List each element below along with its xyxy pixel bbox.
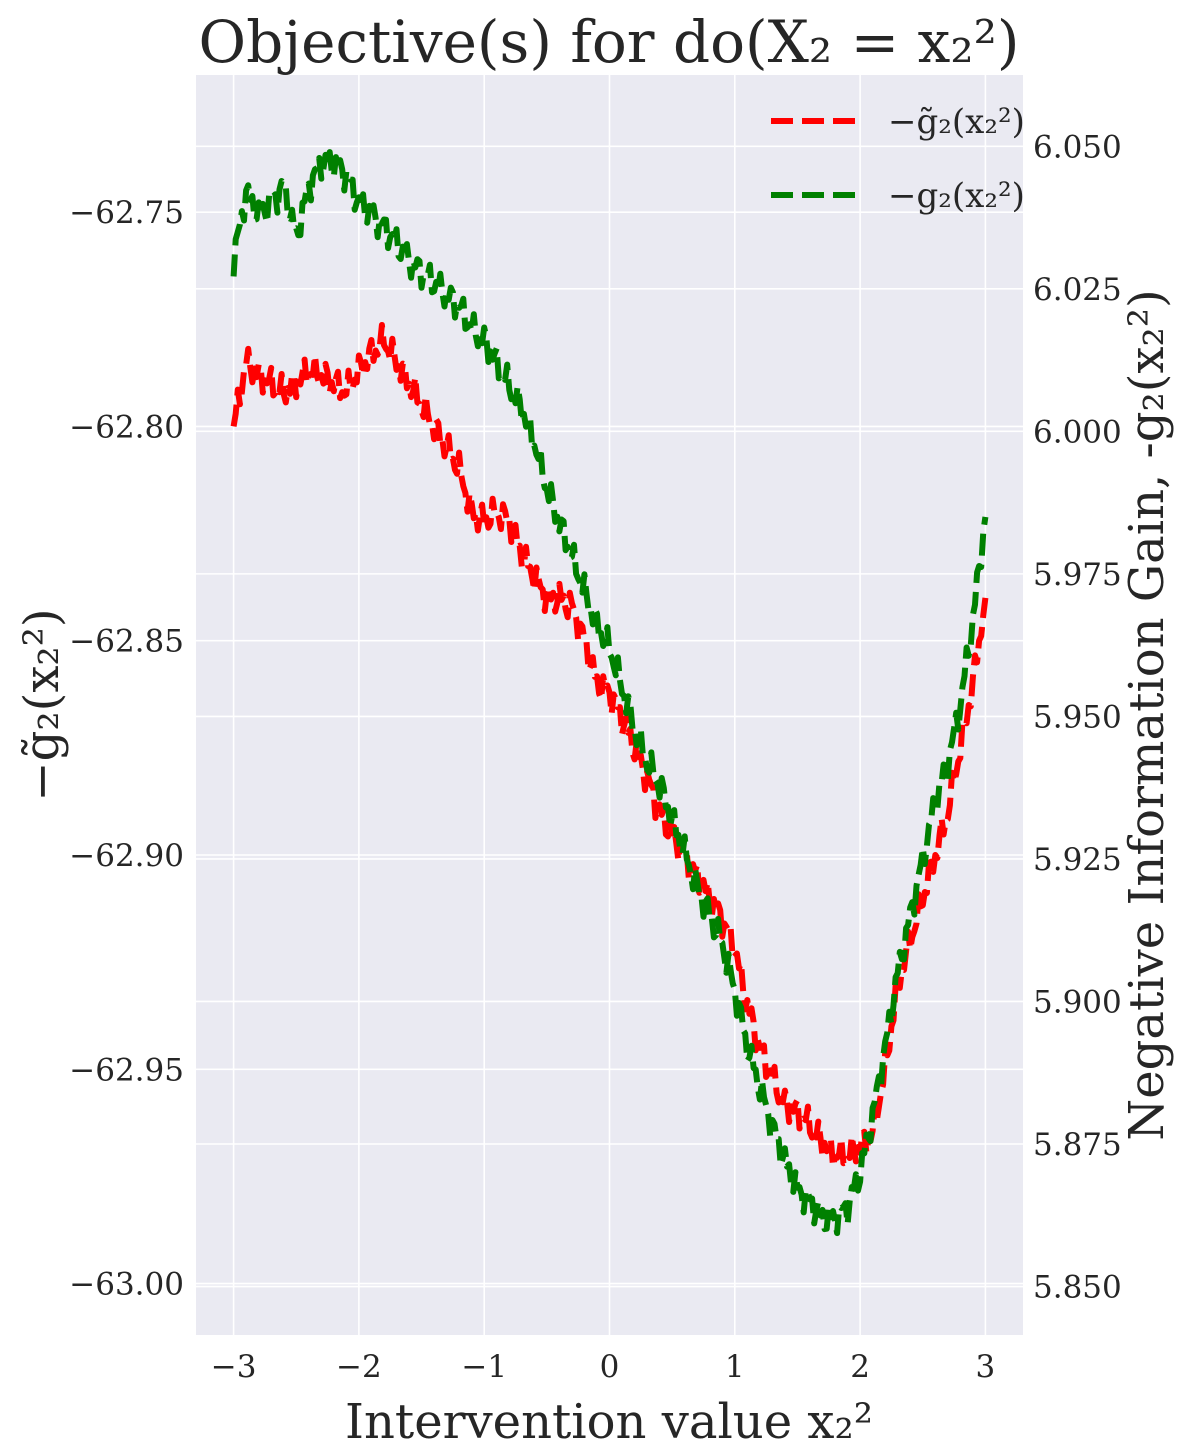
y-right-tick-label: 5.875 bbox=[1033, 1127, 1122, 1163]
y-left-tick-label: −62.95 bbox=[69, 1052, 184, 1088]
y-right-tick-label: 6.050 bbox=[1033, 129, 1122, 165]
y-right-tick-label: 6.025 bbox=[1033, 272, 1122, 308]
x-tick-label: −3 bbox=[211, 1349, 257, 1385]
chart-title: Objective(s) for do(X₂ = x₂²) bbox=[199, 8, 1020, 76]
x-axis-label: Intervention value x₂² bbox=[345, 1394, 873, 1450]
x-tick-label: 3 bbox=[976, 1349, 996, 1385]
tick-labels: −3 −2 −1 0 1 2 3 −62.75 −62.80 −62.85 −62.90 −62.95… bbox=[69, 129, 1121, 1385]
legend-label: −g₂(x₂²) bbox=[888, 176, 1025, 216]
y-left-tick-label: −63.00 bbox=[69, 1267, 184, 1303]
y-right-tick-label: 6.000 bbox=[1033, 414, 1122, 450]
series-layer bbox=[230, 149, 989, 1237]
y-right-tick-label: 5.975 bbox=[1033, 557, 1122, 593]
y-right-tick-label: 5.925 bbox=[1033, 842, 1122, 878]
x-tick-label: 0 bbox=[600, 1349, 620, 1385]
x-tick-label: 1 bbox=[725, 1349, 745, 1385]
y-left-tick-label: −62.90 bbox=[69, 838, 184, 874]
y-right-tick-label: 5.850 bbox=[1033, 1270, 1122, 1306]
legend-label: −g̃₂(x₂²) bbox=[888, 102, 1025, 142]
y-left-tick-label: −62.80 bbox=[69, 409, 184, 445]
y-right-tick-label: 5.950 bbox=[1033, 699, 1122, 735]
series-line-right bbox=[230, 149, 989, 1237]
x-tick-label: 2 bbox=[850, 1349, 870, 1385]
y-left-tick-label: −62.85 bbox=[69, 624, 184, 660]
y-axis-left-label: −g̃₂(x₂²) bbox=[14, 608, 70, 801]
legend: −g̃₂(x₂²) −g₂(x₂²) bbox=[771, 102, 1025, 216]
y-right-tick-label: 5.900 bbox=[1033, 984, 1122, 1020]
x-tick-label: −1 bbox=[461, 1349, 507, 1385]
y-axis-right-label: Negative Information Gain, -g₂(x₂²) bbox=[1119, 289, 1175, 1140]
x-tick-label: −2 bbox=[336, 1349, 382, 1385]
y-left-tick-label: −62.75 bbox=[69, 195, 184, 231]
grid bbox=[196, 75, 1023, 1335]
